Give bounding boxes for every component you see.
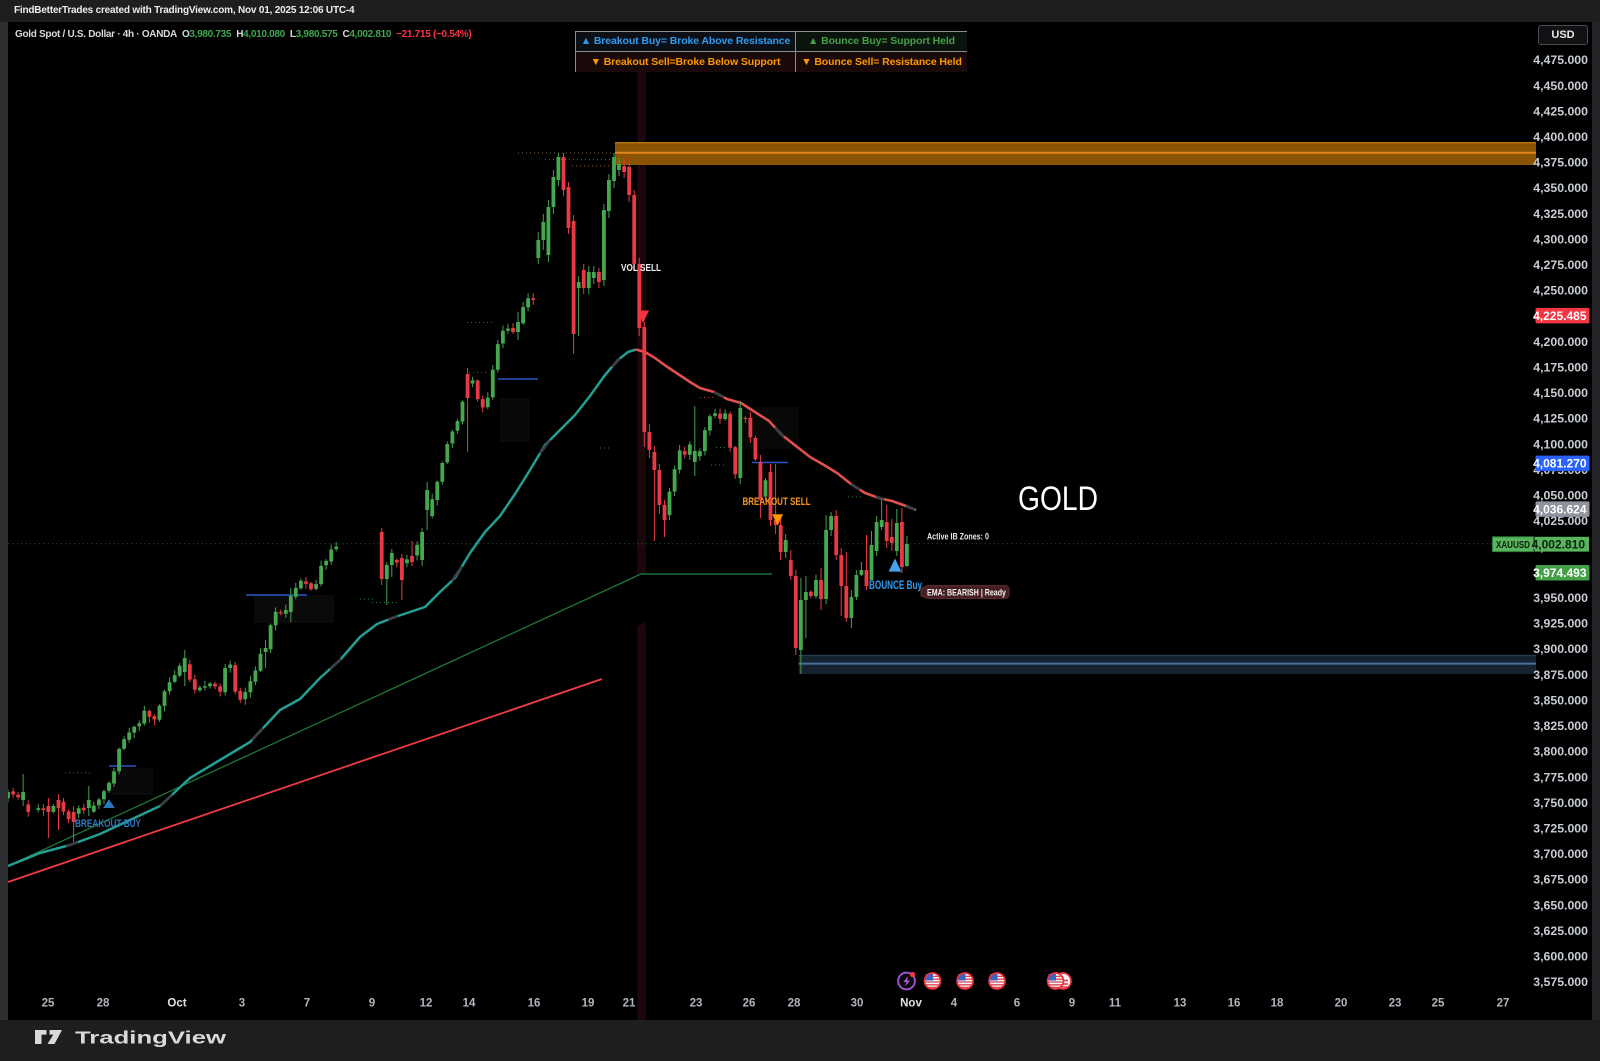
svg-text:4,200.000: 4,200.000 bbox=[1533, 335, 1588, 349]
svg-text:18: 18 bbox=[1271, 998, 1284, 1010]
svg-text:3,850.000: 3,850.000 bbox=[1533, 694, 1588, 708]
svg-text:4,350.000: 4,350.000 bbox=[1533, 181, 1588, 195]
svg-text:3,900.000: 3,900.000 bbox=[1533, 642, 1588, 656]
svg-text:13: 13 bbox=[1174, 998, 1187, 1010]
svg-text:16: 16 bbox=[528, 998, 541, 1010]
svg-text:23: 23 bbox=[1389, 998, 1402, 1010]
svg-text:25: 25 bbox=[1432, 998, 1445, 1010]
svg-text:25: 25 bbox=[42, 998, 55, 1010]
svg-text:4,175.000: 4,175.000 bbox=[1533, 361, 1588, 375]
svg-text:4,150.000: 4,150.000 bbox=[1533, 386, 1588, 400]
svg-text:4,081.270: 4,081.270 bbox=[1533, 457, 1587, 471]
svg-text:3,775.000: 3,775.000 bbox=[1533, 770, 1588, 784]
svg-text:TradingView: TradingView bbox=[75, 1029, 227, 1047]
svg-text:4,100.000: 4,100.000 bbox=[1533, 437, 1588, 451]
svg-text:Oct: Oct bbox=[167, 998, 186, 1010]
svg-text:GOLD: GOLD bbox=[1018, 480, 1098, 518]
svg-text:3,750.000: 3,750.000 bbox=[1533, 796, 1588, 810]
svg-text:3,950.000: 3,950.000 bbox=[1533, 591, 1588, 605]
svg-text:3,925.000: 3,925.000 bbox=[1533, 617, 1588, 631]
svg-text:9: 9 bbox=[1069, 998, 1075, 1010]
svg-text:26: 26 bbox=[743, 998, 756, 1010]
svg-text:BREAKOUT SELL: BREAKOUT SELL bbox=[743, 496, 811, 508]
svg-text:4,475.000: 4,475.000 bbox=[1533, 53, 1588, 67]
svg-text:3,875.000: 3,875.000 bbox=[1533, 668, 1588, 682]
svg-text:3,625.000: 3,625.000 bbox=[1533, 924, 1588, 938]
svg-text:27: 27 bbox=[1497, 998, 1510, 1010]
svg-text:EMA: BEARISH | Ready: EMA: BEARISH | Ready bbox=[927, 588, 1007, 599]
svg-text:4,450.000: 4,450.000 bbox=[1533, 79, 1588, 93]
svg-text:Nov: Nov bbox=[900, 998, 922, 1010]
svg-text:3,725.000: 3,725.000 bbox=[1533, 822, 1588, 836]
svg-text:4,002.810: 4,002.810 bbox=[1532, 537, 1586, 551]
svg-text:3,974.493: 3,974.493 bbox=[1533, 566, 1587, 580]
svg-text:3,650.000: 3,650.000 bbox=[1533, 898, 1588, 912]
svg-text:4,325.000: 4,325.000 bbox=[1533, 207, 1588, 221]
svg-text:6: 6 bbox=[1014, 998, 1020, 1010]
svg-text:20: 20 bbox=[1335, 998, 1348, 1010]
svg-text:4,425.000: 4,425.000 bbox=[1533, 104, 1588, 118]
svg-text:XAUUSD: XAUUSD bbox=[1496, 540, 1530, 551]
svg-text:3,700.000: 3,700.000 bbox=[1533, 847, 1588, 861]
svg-text:4,125.000: 4,125.000 bbox=[1533, 412, 1588, 426]
svg-text:4,300.000: 4,300.000 bbox=[1533, 233, 1588, 247]
svg-text:7: 7 bbox=[304, 998, 310, 1010]
svg-text:4,025.000: 4,025.000 bbox=[1533, 514, 1588, 528]
svg-text:4,225.485: 4,225.485 bbox=[1533, 309, 1587, 323]
svg-text:12: 12 bbox=[420, 998, 433, 1010]
svg-text:23: 23 bbox=[690, 998, 703, 1010]
svg-text:3,800.000: 3,800.000 bbox=[1533, 745, 1588, 759]
svg-text:9: 9 bbox=[369, 998, 375, 1010]
svg-text:28: 28 bbox=[788, 998, 801, 1010]
svg-text:4,400.000: 4,400.000 bbox=[1533, 130, 1588, 144]
svg-text:4,050.000: 4,050.000 bbox=[1533, 489, 1588, 503]
svg-text:3,575.000: 3,575.000 bbox=[1533, 975, 1588, 989]
svg-text:3,825.000: 3,825.000 bbox=[1533, 719, 1588, 733]
svg-text:4,036.624: 4,036.624 bbox=[1533, 502, 1587, 516]
svg-text:11: 11 bbox=[1109, 998, 1122, 1010]
svg-text:4,250.000: 4,250.000 bbox=[1533, 284, 1588, 298]
svg-text:21: 21 bbox=[623, 998, 636, 1010]
svg-text:Active IB Zones: 0: Active IB Zones: 0 bbox=[927, 532, 989, 543]
svg-text:4,375.000: 4,375.000 bbox=[1533, 156, 1588, 170]
svg-text:28: 28 bbox=[97, 998, 110, 1010]
svg-text:14: 14 bbox=[463, 998, 476, 1010]
svg-text:4,275.000: 4,275.000 bbox=[1533, 258, 1588, 272]
svg-text:3: 3 bbox=[239, 998, 245, 1010]
svg-text:19: 19 bbox=[582, 998, 595, 1010]
svg-text:BOUNCE Buy: BOUNCE Buy bbox=[869, 580, 922, 592]
svg-text:16: 16 bbox=[1228, 998, 1241, 1010]
svg-text:4: 4 bbox=[951, 998, 958, 1010]
svg-text:30: 30 bbox=[851, 998, 864, 1010]
svg-text:VOL SELL: VOL SELL bbox=[621, 263, 661, 274]
svg-text:BREAKOUT BUY: BREAKOUT BUY bbox=[75, 818, 141, 830]
svg-text:3,675.000: 3,675.000 bbox=[1533, 873, 1588, 887]
svg-text:3,600.000: 3,600.000 bbox=[1533, 950, 1588, 964]
